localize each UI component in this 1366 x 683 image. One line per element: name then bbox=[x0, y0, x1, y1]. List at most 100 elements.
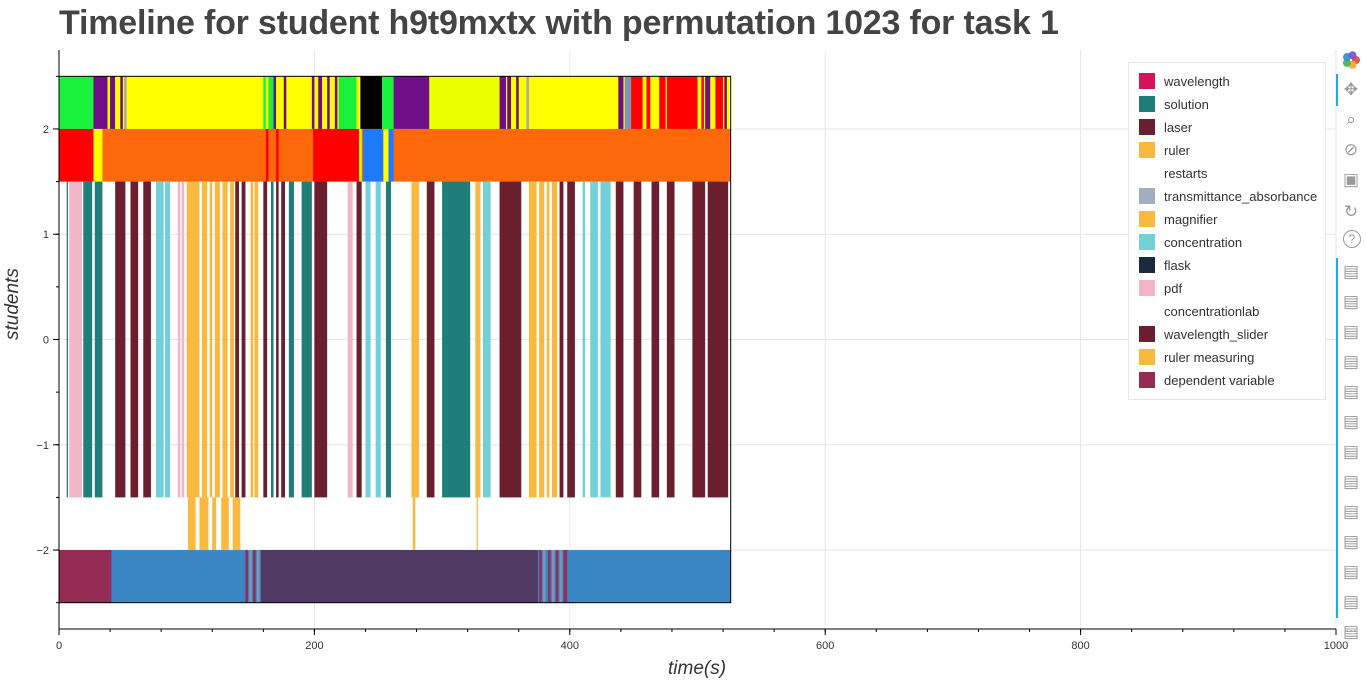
timeline-segment bbox=[383, 128, 389, 182]
timeline-segment bbox=[385, 181, 392, 498]
reset-icon[interactable]: ↻ bbox=[1343, 202, 1359, 221]
hover-icon[interactable]: ▤ bbox=[1342, 472, 1360, 491]
hover-icon[interactable]: ▤ bbox=[1342, 622, 1360, 641]
timeline-segment bbox=[526, 76, 529, 129]
timeline-segment bbox=[546, 181, 550, 498]
y-tick-label: 2 bbox=[43, 124, 49, 136]
timeline-segment bbox=[646, 76, 651, 129]
hover-icon[interactable]: ▤ bbox=[1342, 352, 1360, 371]
legend-swatch bbox=[1139, 165, 1155, 181]
timeline-segment bbox=[265, 76, 269, 129]
timeline-segment bbox=[301, 181, 312, 498]
active-tool-indicator bbox=[1336, 258, 1338, 618]
timeline-segment bbox=[59, 128, 94, 182]
timeline-segment bbox=[232, 497, 241, 551]
timeline-segment bbox=[94, 181, 103, 498]
legend-item[interactable]: dependent variable bbox=[1139, 371, 1275, 389]
timeline-segment bbox=[222, 181, 228, 498]
timeline-segment bbox=[115, 76, 121, 129]
timeline-segment bbox=[120, 76, 123, 129]
hover-icon[interactable]: ▤ bbox=[1342, 442, 1360, 461]
timeline-segment bbox=[288, 181, 294, 498]
legend-swatch bbox=[1139, 211, 1155, 227]
timeline-segment bbox=[256, 550, 260, 603]
timeline-segment bbox=[69, 181, 82, 498]
bokeh-logo-icon[interactable] bbox=[1338, 48, 1364, 72]
legend-item[interactable]: ruler measuring bbox=[1139, 348, 1254, 366]
legend-swatch bbox=[1139, 188, 1155, 204]
hover-icon[interactable]: ▤ bbox=[1342, 502, 1360, 521]
legend-label: ruler bbox=[1164, 142, 1191, 158]
legend-item[interactable]: solution bbox=[1139, 95, 1209, 113]
hover-icon[interactable]: ▤ bbox=[1342, 292, 1360, 311]
timeline-segment bbox=[375, 181, 381, 498]
x-tick-label: 1000 bbox=[1324, 640, 1348, 652]
timeline-segment bbox=[276, 128, 279, 182]
x-tick-label: 800 bbox=[1071, 640, 1089, 652]
timeline-segment bbox=[701, 76, 704, 129]
pan-icon[interactable]: ✥ bbox=[1343, 80, 1359, 99]
legend-label: pdf bbox=[1164, 280, 1183, 296]
help-icon[interactable]: ? bbox=[1343, 230, 1361, 248]
timeline-segment bbox=[230, 181, 234, 498]
timeline-segment bbox=[181, 181, 185, 498]
timeline-segment bbox=[715, 76, 724, 129]
legend-item[interactable]: wavelength bbox=[1139, 72, 1230, 90]
legend-item[interactable]: concentrationlab bbox=[1139, 302, 1259, 320]
timeline-segment bbox=[567, 181, 575, 498]
x-tick-label: 200 bbox=[305, 640, 323, 652]
legend-label: concentration bbox=[1164, 234, 1243, 250]
legend-item[interactable]: pdf bbox=[1139, 279, 1182, 297]
legend-swatch bbox=[1139, 280, 1155, 296]
hover-icon[interactable]: ▤ bbox=[1342, 382, 1360, 401]
legend-item[interactable]: ruler bbox=[1139, 141, 1190, 159]
timeline-segment bbox=[482, 181, 491, 498]
hover-icon[interactable]: ▤ bbox=[1342, 262, 1360, 281]
timeline-segment bbox=[555, 550, 559, 603]
legend-item[interactable]: laser bbox=[1139, 118, 1192, 136]
legend-item[interactable]: concentration bbox=[1139, 233, 1242, 251]
legend-item[interactable]: transmittance_absorbance bbox=[1139, 187, 1317, 205]
legend-item[interactable]: flask bbox=[1139, 256, 1191, 274]
y-axis-label: students bbox=[2, 268, 23, 340]
save-icon[interactable]: ▣ bbox=[1342, 170, 1360, 189]
legend-item[interactable]: magnifier bbox=[1139, 210, 1217, 228]
wheel-zoom-icon[interactable]: ⊘ bbox=[1343, 140, 1359, 159]
timeline-segment bbox=[365, 181, 371, 498]
timeline-segment bbox=[411, 181, 420, 498]
timeline-segment bbox=[110, 76, 116, 129]
timeline-segment bbox=[388, 128, 394, 182]
timeline-segment bbox=[260, 550, 538, 603]
hover-icon[interactable]: ▤ bbox=[1342, 532, 1360, 551]
y-tick-label: −1 bbox=[36, 440, 49, 452]
legend-label: solution bbox=[1164, 96, 1209, 112]
more-icon[interactable]: ⋯ bbox=[1345, 624, 1357, 637]
y-tick-label: 1 bbox=[43, 229, 49, 241]
legend-item[interactable]: wavelength_slider bbox=[1139, 325, 1268, 343]
hover-icon[interactable]: ▤ bbox=[1342, 412, 1360, 431]
legend-item[interactable]: restarts bbox=[1139, 164, 1207, 182]
hover-icon[interactable]: ▤ bbox=[1342, 322, 1360, 341]
timeline-segment bbox=[707, 181, 729, 498]
hover-icon[interactable]: ▤ bbox=[1342, 592, 1360, 611]
timeline-segment bbox=[559, 550, 563, 603]
timeline-segment bbox=[412, 497, 416, 551]
legend-label: transmittance_absorbance bbox=[1164, 188, 1318, 204]
timeline-segment bbox=[499, 181, 522, 498]
timeline-segment bbox=[214, 181, 220, 498]
timeline-segment bbox=[245, 550, 248, 603]
timeline-segment bbox=[618, 76, 624, 129]
axes: 0 200 400 600 800 1000 2 1 0 −1 −2 bbox=[36, 50, 1348, 652]
timeline-segment bbox=[250, 181, 254, 498]
timeline-segment bbox=[318, 76, 323, 129]
timeline-segment bbox=[249, 550, 252, 603]
timeline-segment bbox=[356, 181, 362, 498]
legend-swatch bbox=[1139, 142, 1155, 158]
timeline-segment bbox=[507, 76, 512, 129]
timeline-segment bbox=[212, 497, 217, 551]
legend-label: magnifier bbox=[1164, 211, 1218, 227]
x-tick-label: 0 bbox=[56, 640, 62, 652]
hover-icon[interactable]: ▤ bbox=[1342, 562, 1360, 581]
box-zoom-icon[interactable]: ⌕ bbox=[1346, 110, 1356, 129]
legend-swatch bbox=[1139, 257, 1155, 273]
